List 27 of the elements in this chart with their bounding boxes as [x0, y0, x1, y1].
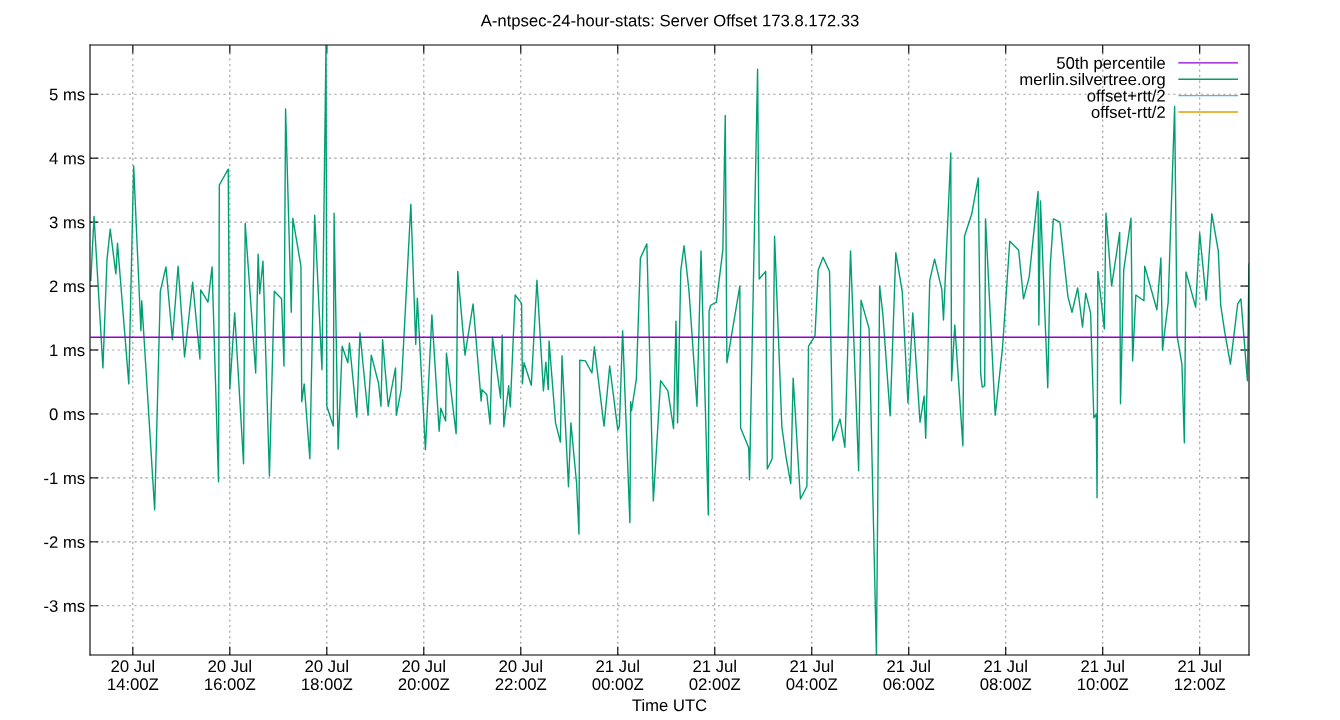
legend-label: 50th percentile [1057, 56, 1165, 73]
x-tick-label: 21 Jul 12:00Z [1175, 659, 1226, 691]
x-tick-label: 21 Jul 02:00Z [689, 659, 741, 691]
y-tick-label: 3 ms [49, 216, 85, 229]
x-tick-label: 20 Jul 18:00Z [302, 659, 353, 691]
x-tick-label: 21 Jul 06:00Z [883, 659, 935, 691]
legend-label: merlin.silvertree.org [1020, 73, 1165, 89]
x-tick-label: 20 Jul 14:00Z [108, 659, 159, 691]
y-tick-label: 5 ms [49, 88, 85, 101]
x-tick-label: 21 Jul 10:00Z [1078, 659, 1129, 691]
x-tick-label: 21 Jul 04:00Z [786, 659, 838, 691]
legend-label: offset-rtt/2 [1091, 105, 1165, 119]
y-tick-label: -3 ms [44, 600, 85, 612]
x-tick-label: 21 Jul 08:00Z [980, 659, 1032, 691]
y-tick-label: 4 ms [49, 152, 85, 165]
x-tick-label: 21 Jul 00:00Z [592, 659, 644, 691]
y-tick-label: -2 ms [44, 536, 85, 549]
x-tick-label: 20 Jul 20:00Z [398, 659, 450, 691]
x-tick-label: 20 Jul 16:00Z [205, 659, 256, 691]
y-tick-label: 2 ms [49, 280, 85, 293]
chart-title: A-ntpsec-24-hour-stats: Server Offset 173.8.172.33 [480, 14, 859, 30]
y-tick-label: 0 ms [49, 408, 85, 421]
y-tick-label: -1 ms [44, 472, 85, 485]
legend-label: offset+rtt/2 [1087, 89, 1165, 102]
x-axis-title: Time UTC [632, 698, 707, 712]
x-tick-label: 20 Jul 22:00Z [495, 659, 547, 691]
y-tick-label: 1 ms [50, 344, 85, 357]
